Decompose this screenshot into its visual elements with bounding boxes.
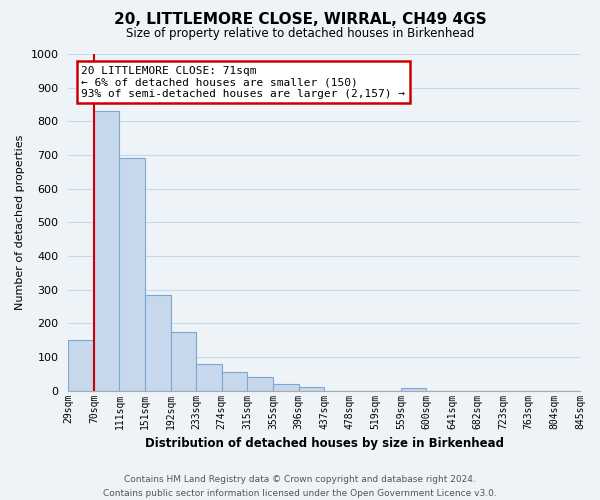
- X-axis label: Distribution of detached houses by size in Birkenhead: Distribution of detached houses by size …: [145, 437, 503, 450]
- Bar: [145, 294, 170, 390]
- Bar: [94, 111, 119, 390]
- Bar: [222, 372, 247, 390]
- Bar: [68, 340, 94, 390]
- Bar: [401, 388, 427, 390]
- Bar: [170, 332, 196, 390]
- Text: 20 LITTLEMORE CLOSE: 71sqm
← 6% of detached houses are smaller (150)
93% of semi: 20 LITTLEMORE CLOSE: 71sqm ← 6% of detac…: [81, 66, 405, 99]
- Bar: [247, 376, 273, 390]
- Bar: [119, 158, 145, 390]
- Text: 20, LITTLEMORE CLOSE, WIRRAL, CH49 4GS: 20, LITTLEMORE CLOSE, WIRRAL, CH49 4GS: [113, 12, 487, 28]
- Text: Size of property relative to detached houses in Birkenhead: Size of property relative to detached ho…: [126, 28, 474, 40]
- Bar: [273, 384, 299, 390]
- Y-axis label: Number of detached properties: Number of detached properties: [15, 134, 25, 310]
- Text: Contains HM Land Registry data © Crown copyright and database right 2024.
Contai: Contains HM Land Registry data © Crown c…: [103, 476, 497, 498]
- Bar: [196, 364, 222, 390]
- Bar: [299, 388, 324, 390]
